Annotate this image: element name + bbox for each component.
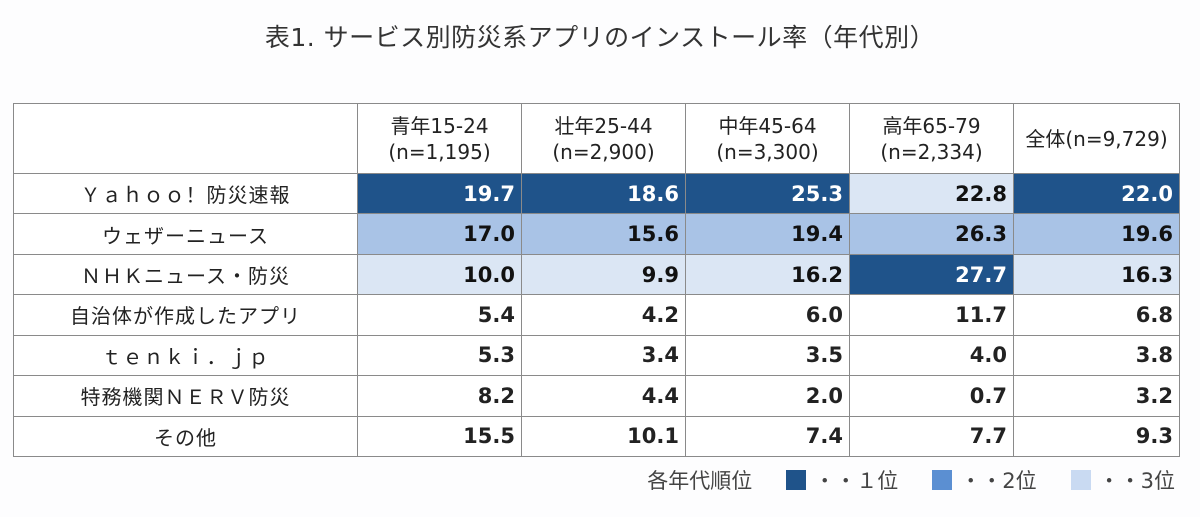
value-cell: 3.8 — [1013, 334, 1180, 377]
value-cell: 6.8 — [1013, 294, 1180, 336]
table-row: 特務機関ＮＥＲＶ防災 8.2 4.4 2.0 0.7 3.2 — [13, 375, 1180, 417]
column-header-line2: (n=2,334) — [880, 139, 983, 164]
value-cell: 11.7 — [849, 294, 1014, 336]
value-cell: 3.4 — [521, 334, 686, 377]
value-cell: 25.3 — [685, 172, 850, 215]
install-rate-table: 青年15-24 (n=1,195) 壮年25-44 (n=2,900) 中年45-6… — [13, 103, 1180, 458]
legend-label: ・・１位 — [814, 469, 899, 493]
row-label: ｔｅｎｋｉ．ｊｐ — [13, 334, 358, 377]
row-label: ＮＨＫニュース・防災 — [13, 253, 358, 296]
value-cell: 22.0 — [1013, 172, 1180, 215]
column-header: 全体(n=9,729) — [1013, 103, 1180, 174]
value-cell: 19.6 — [1013, 213, 1180, 255]
column-header-line1: 高年65-79 — [882, 113, 981, 138]
value-cell: 7.7 — [849, 415, 1014, 458]
value-cell: 15.5 — [357, 415, 522, 458]
header-row: 青年15-24 (n=1,195) 壮年25-44 (n=2,900) 中年45-6… — [13, 103, 1180, 174]
column-header: 高年65-79 (n=2,334) — [849, 103, 1014, 174]
value-cell: 9.3 — [1013, 415, 1180, 458]
column-header-line1: 壮年25-44 — [554, 113, 653, 138]
value-cell: 15.6 — [521, 213, 686, 255]
value-cell: 19.7 — [357, 172, 522, 215]
table-row: ＮＨＫニュース・防災 10.0 9.9 16.2 27.7 16.3 — [13, 253, 1180, 296]
value-cell: 2.0 — [685, 375, 850, 417]
value-cell: 4.2 — [521, 294, 686, 336]
rank-legend: 各年代順位 ・・１位 ・・2位 ・・3位 — [647, 465, 1175, 495]
value-cell: 5.4 — [357, 294, 522, 336]
value-cell: 16.2 — [685, 253, 850, 296]
legend-item-rank3: ・・3位 — [1070, 465, 1175, 495]
header-corner-cell — [13, 103, 358, 174]
legend-label: ・・3位 — [1098, 469, 1175, 493]
value-cell: 9.9 — [521, 253, 686, 296]
value-cell: 10.1 — [521, 415, 686, 458]
value-cell: 16.3 — [1013, 253, 1180, 296]
column-header-line2: (n=1,195) — [388, 139, 491, 164]
legend-swatch-rank3 — [1070, 470, 1091, 490]
value-cell: 7.4 — [685, 415, 850, 458]
column-header-line1: 中年45-64 — [718, 113, 817, 138]
row-label: Ｙａｈｏｏ！防災速報 — [13, 172, 358, 215]
value-cell: 5.3 — [357, 334, 522, 377]
legend-label: ・・2位 — [960, 469, 1037, 493]
column-header-line2: (n=3,300) — [716, 139, 819, 164]
legend-swatch-rank1 — [786, 470, 807, 490]
legend-item-rank1: ・・１位 — [786, 465, 898, 495]
column-header-line1: 青年15-24 — [390, 113, 489, 138]
legend-title: 各年代順位 — [647, 469, 753, 493]
value-cell: 3.2 — [1013, 375, 1180, 417]
column-header: 中年45-64 (n=3,300) — [685, 103, 850, 174]
value-cell: 6.0 — [685, 294, 850, 336]
legend-item-rank2: ・・2位 — [932, 465, 1037, 495]
row-label: 特務機関ＮＥＲＶ防災 — [13, 375, 358, 417]
table-body: Ｙａｈｏｏ！防災速報 19.7 18.6 25.3 22.8 22.0 ウェザーニュース 17… — [13, 172, 1180, 458]
value-cell: 18.6 — [521, 172, 686, 215]
value-cell: 22.8 — [849, 172, 1014, 215]
table-row: Ｙａｈｏｏ！防災速報 19.7 18.6 25.3 22.8 22.0 — [13, 172, 1180, 215]
column-header: 青年15-24 (n=1,195) — [357, 103, 522, 174]
row-label: その他 — [13, 415, 358, 458]
table-row: ウェザーニュース 17.0 15.6 19.4 26.3 19.6 — [13, 213, 1180, 255]
table-row: 自治体が作成したアプリ 5.4 4.2 6.0 11.7 6.8 — [13, 294, 1180, 336]
table-row: ｔｅｎｋｉ．ｊｐ 5.3 3.4 3.5 4.0 3.8 — [13, 334, 1180, 377]
table-row: その他 15.5 10.1 7.4 7.7 9.3 — [13, 415, 1180, 458]
value-cell: 4.0 — [849, 334, 1014, 377]
column-header-line1: 全体(n=9,729) — [1025, 126, 1168, 151]
value-cell: 26.3 — [849, 213, 1014, 255]
column-header-line2: (n=2,900) — [552, 139, 655, 164]
column-header: 壮年25-44 (n=2,900) — [521, 103, 686, 174]
value-cell: 27.7 — [849, 253, 1014, 296]
value-cell: 10.0 — [357, 253, 522, 296]
value-cell: 3.5 — [685, 334, 850, 377]
value-cell: 0.7 — [849, 375, 1014, 417]
value-cell: 17.0 — [357, 213, 522, 255]
value-cell: 8.2 — [357, 375, 522, 417]
row-label: ウェザーニュース — [13, 213, 358, 255]
row-label: 自治体が作成したアプリ — [13, 294, 358, 336]
value-cell: 4.4 — [521, 375, 686, 417]
table-title: 表1. サービス別防災系アプリのインストール率（年代別） — [264, 23, 936, 52]
value-cell: 19.4 — [685, 213, 850, 255]
legend-swatch-rank2 — [932, 470, 953, 490]
